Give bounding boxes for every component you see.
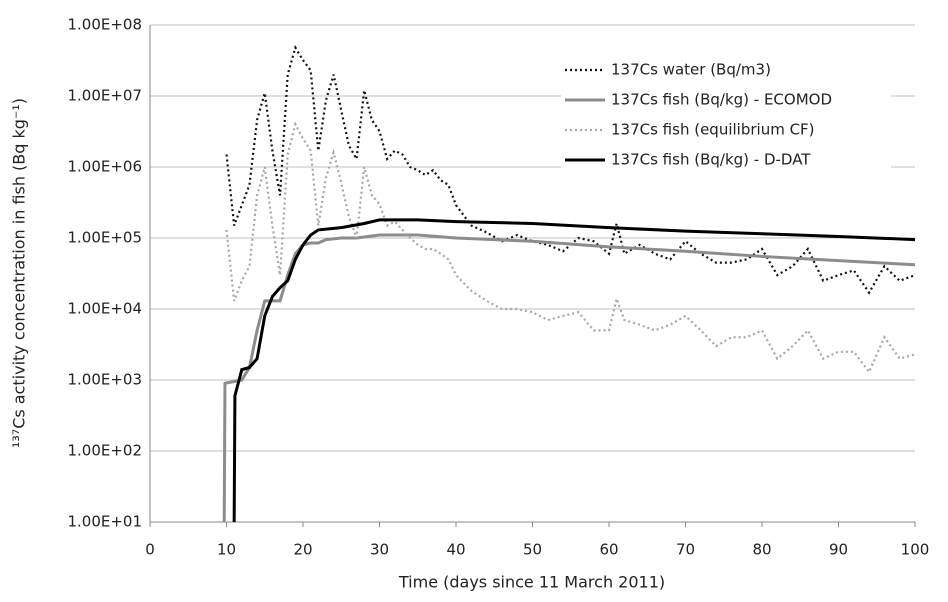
y-tick-label: 1.00E+08	[67, 16, 142, 34]
x-tick-label: 20	[293, 541, 312, 559]
x-tick-label: 10	[217, 541, 236, 559]
series-line	[225, 121, 916, 375]
legend-bg	[561, 58, 891, 82]
y-tick-label: 1.00E+07	[67, 87, 142, 105]
series-line	[222, 233, 916, 523]
legend-label: 137Cs fish (equilibrium CF)	[611, 121, 815, 139]
y-tick-label: 1.00E+05	[67, 229, 142, 247]
legend-bg	[561, 88, 891, 112]
legend-label: 137Cs fish (Bq/kg) - ECOMOD	[611, 91, 832, 109]
y-axis-title: ¹³⁷Cs activity concentration in fish (Bq…	[10, 98, 29, 448]
x-axis-title: Time (days since 11 March 2011)	[398, 573, 665, 592]
y-tick-label: 1.00E+03	[67, 371, 142, 389]
x-tick-label: 50	[523, 541, 542, 559]
legend-bg	[561, 118, 891, 142]
x-tick-label: 80	[752, 541, 771, 559]
x-tick-label: 60	[599, 541, 618, 559]
legend-label: 137Cs water (Bq/m3)	[611, 61, 771, 79]
legend-bg	[561, 148, 891, 172]
y-tick-label: 1.00E+04	[67, 300, 142, 318]
x-tick-label: 40	[446, 541, 465, 559]
legend-label: 137Cs fish (Bq/kg) - D-DAT	[611, 151, 811, 169]
x-tick-label: 30	[370, 541, 389, 559]
series-line	[232, 218, 916, 523]
x-tick-label: 0	[145, 541, 155, 559]
x-tick-label: 100	[901, 541, 930, 559]
y-tick-label: 1.00E+06	[67, 158, 142, 176]
x-tick-label: 90	[829, 541, 848, 559]
y-tick-label: 1.00E+01	[67, 513, 142, 531]
y-tick-label: 1.00E+02	[67, 442, 142, 460]
x-tick-label: 70	[676, 541, 695, 559]
